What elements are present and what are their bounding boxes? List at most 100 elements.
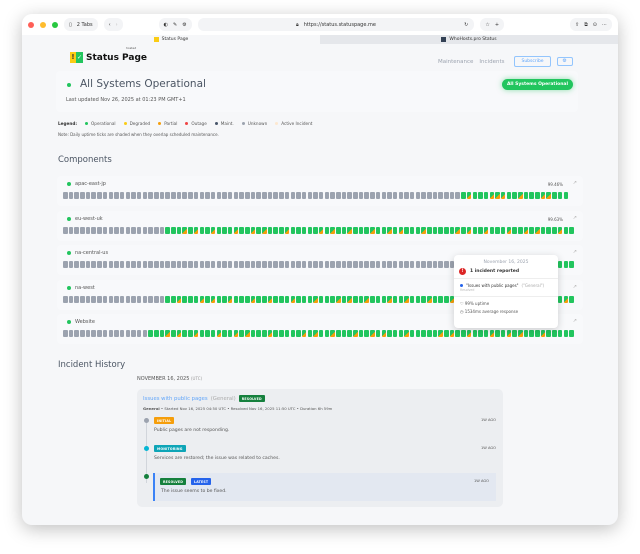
uptime-tick[interactable] bbox=[182, 261, 187, 268]
uptime-tick[interactable] bbox=[387, 295, 392, 303]
uptime-tick[interactable] bbox=[205, 330, 210, 337]
uptime-tick[interactable] bbox=[336, 295, 341, 303]
uptime-tick[interactable] bbox=[80, 226, 85, 234]
uptime-tick[interactable] bbox=[125, 192, 131, 199]
uptime-tick[interactable] bbox=[216, 226, 222, 234]
uptime-tick[interactable] bbox=[256, 192, 261, 199]
uptime-tick[interactable] bbox=[125, 261, 131, 268]
uptime-tick[interactable] bbox=[341, 330, 347, 337]
uptime-tick[interactable] bbox=[63, 261, 68, 268]
uptime-tick[interactable] bbox=[330, 226, 335, 234]
uptime-tick[interactable] bbox=[301, 261, 307, 268]
uptime-tick[interactable] bbox=[108, 330, 113, 337]
uptime-tick[interactable] bbox=[63, 226, 68, 234]
external-link-icon[interactable]: ↗ bbox=[572, 318, 577, 324]
uptime-tick[interactable] bbox=[199, 295, 204, 303]
uptime-tick[interactable] bbox=[392, 192, 398, 199]
uptime-tick[interactable] bbox=[557, 261, 563, 268]
uptime-tick[interactable] bbox=[91, 226, 96, 234]
uptime-tick[interactable] bbox=[381, 192, 386, 199]
download-icon[interactable]: ⊙ bbox=[592, 21, 597, 28]
uptime-tick[interactable] bbox=[284, 192, 290, 199]
uptime-tick[interactable] bbox=[341, 226, 347, 234]
uptime-tick[interactable] bbox=[478, 330, 483, 337]
uptime-tick[interactable] bbox=[557, 192, 563, 199]
uptime-tick[interactable] bbox=[455, 192, 460, 199]
uptime-tick[interactable] bbox=[154, 261, 159, 268]
uptime-tick[interactable] bbox=[364, 330, 369, 337]
uptime-tick[interactable] bbox=[233, 261, 239, 268]
uptime-tick[interactable] bbox=[80, 261, 85, 268]
uptime-tick[interactable] bbox=[182, 226, 187, 234]
uptime-tick[interactable] bbox=[370, 330, 375, 337]
uptime-tick[interactable] bbox=[273, 192, 278, 199]
uptime-tick[interactable] bbox=[97, 330, 102, 337]
uptime-tick[interactable] bbox=[102, 261, 108, 268]
uptime-tick[interactable] bbox=[381, 261, 386, 268]
uptime-tick[interactable] bbox=[336, 261, 341, 268]
uptime-tick[interactable] bbox=[364, 192, 369, 199]
uptime-tick[interactable] bbox=[97, 261, 102, 268]
uptime-tick[interactable] bbox=[91, 192, 96, 199]
uptime-tick[interactable] bbox=[245, 261, 250, 268]
uptime-tick[interactable] bbox=[233, 226, 239, 234]
uptime-tick[interactable] bbox=[540, 330, 546, 337]
uptime-tick[interactable] bbox=[466, 330, 472, 337]
uptime-tick[interactable] bbox=[165, 192, 170, 199]
uptime-tick[interactable] bbox=[279, 295, 284, 303]
uptime-tick[interactable] bbox=[466, 226, 472, 234]
uptime-tick[interactable] bbox=[421, 192, 426, 199]
uptime-tick[interactable] bbox=[495, 226, 500, 234]
uptime-tick[interactable] bbox=[97, 192, 102, 199]
uptime-tick[interactable] bbox=[222, 192, 227, 199]
uptime-tick[interactable] bbox=[444, 261, 449, 268]
uptime-tick[interactable] bbox=[449, 261, 455, 268]
uptime-tick[interactable] bbox=[455, 226, 460, 234]
uptime-tick[interactable] bbox=[131, 192, 136, 199]
subscribe-button[interactable]: Subscribe bbox=[514, 56, 551, 67]
uptime-tick[interactable] bbox=[119, 295, 125, 303]
uptime-tick[interactable] bbox=[336, 226, 341, 234]
uptime-tick[interactable] bbox=[114, 295, 119, 303]
uptime-tick[interactable] bbox=[256, 226, 261, 234]
uptime-tick[interactable] bbox=[500, 192, 506, 199]
uptime-tick[interactable] bbox=[193, 330, 199, 337]
uptime-tick[interactable] bbox=[415, 295, 421, 303]
uptime-tick[interactable] bbox=[273, 330, 278, 337]
uptime-tick[interactable] bbox=[85, 192, 91, 199]
uptime-tick[interactable] bbox=[199, 261, 204, 268]
uptime-tick[interactable] bbox=[421, 226, 426, 234]
uptime-tick[interactable] bbox=[512, 226, 517, 234]
uptime-tick[interactable] bbox=[307, 226, 313, 234]
uptime-tick[interactable] bbox=[358, 261, 364, 268]
plus-icon[interactable]: + bbox=[494, 21, 500, 28]
uptime-tick[interactable] bbox=[421, 330, 426, 337]
uptime-tick[interactable] bbox=[358, 295, 364, 303]
uptime-tick[interactable] bbox=[427, 261, 432, 268]
uptime-tick[interactable] bbox=[68, 295, 74, 303]
uptime-tick[interactable] bbox=[563, 295, 568, 303]
uptime-tick[interactable] bbox=[364, 261, 369, 268]
uptime-tick[interactable] bbox=[370, 192, 375, 199]
uptime-tick[interactable] bbox=[569, 295, 574, 303]
uptime-tick[interactable] bbox=[387, 192, 392, 199]
uptime-tick[interactable] bbox=[307, 261, 313, 268]
tab-status-page[interactable]: Status Page bbox=[22, 35, 320, 44]
uptime-tick[interactable] bbox=[409, 192, 415, 199]
uptime-tick[interactable] bbox=[324, 330, 330, 337]
uptime-tick[interactable] bbox=[119, 226, 125, 234]
uptime-tick[interactable] bbox=[449, 192, 455, 199]
uptime-tick[interactable] bbox=[250, 295, 256, 303]
uptime-tick[interactable] bbox=[427, 295, 432, 303]
uptime-tick[interactable] bbox=[409, 226, 415, 234]
uptime-tick[interactable] bbox=[421, 261, 426, 268]
uptime-tick[interactable] bbox=[262, 226, 267, 234]
back-icon[interactable]: ‹ bbox=[108, 21, 111, 28]
uptime-tick[interactable] bbox=[199, 330, 204, 337]
uptime-tick[interactable] bbox=[148, 330, 153, 337]
uptime-tick[interactable] bbox=[336, 192, 341, 199]
uptime-tick[interactable] bbox=[563, 226, 568, 234]
uptime-tick[interactable] bbox=[409, 261, 415, 268]
uptime-tick[interactable] bbox=[74, 295, 79, 303]
uptime-tick[interactable] bbox=[188, 295, 193, 303]
